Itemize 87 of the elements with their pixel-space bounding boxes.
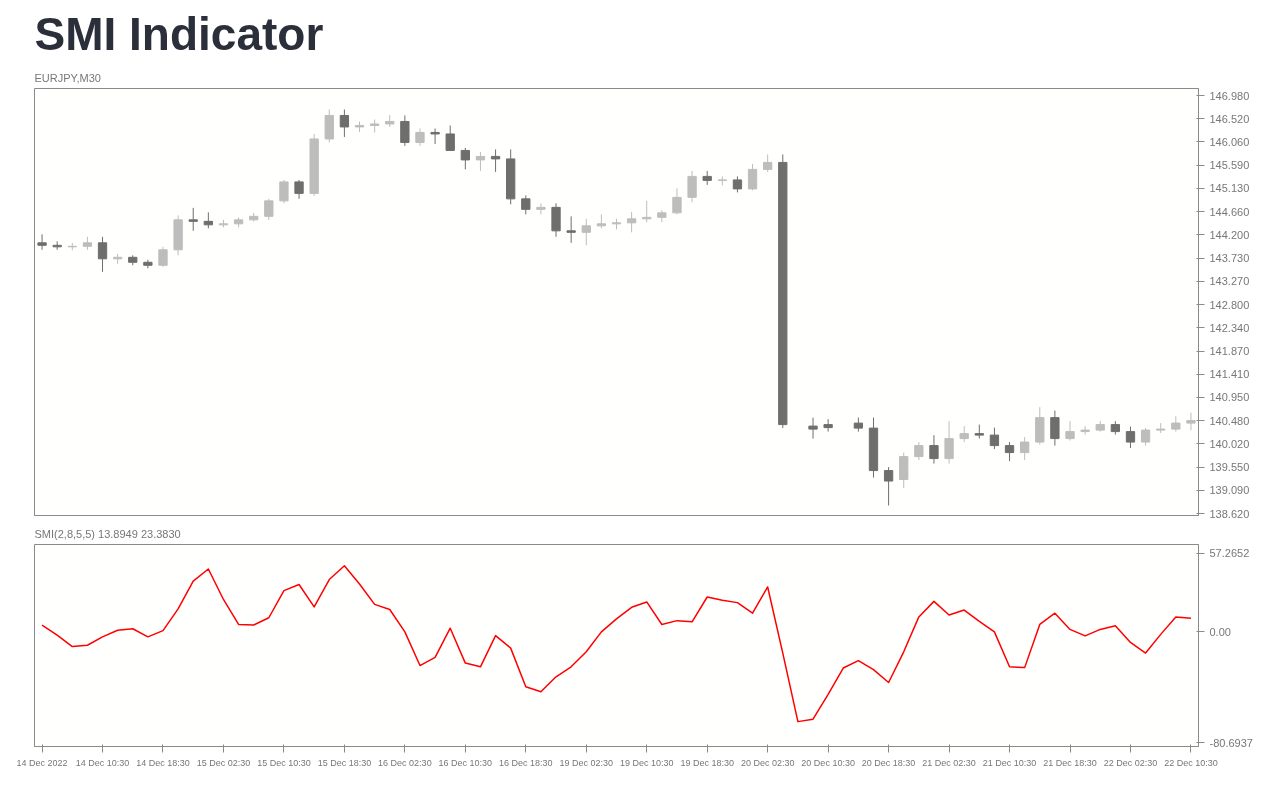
x-tick-label: 15 Dec 02:30 <box>196 757 251 768</box>
x-tick-label: 14 Dec 2022 <box>16 757 68 768</box>
candlestick <box>944 420 954 465</box>
y-tick-label: 140.020 <box>1209 437 1250 450</box>
x-tick-label: 21 Dec 18:30 <box>1043 757 1097 768</box>
y-tick-label: 146.060 <box>1209 135 1250 148</box>
candlestick <box>672 187 682 215</box>
candlestick <box>37 233 47 251</box>
candlestick <box>264 198 274 221</box>
x-tick-label: 14 Dec 18:30 <box>136 757 190 768</box>
candlestick <box>989 427 1000 450</box>
candlestick <box>551 202 561 238</box>
candlestick <box>143 259 153 269</box>
y-tick-label: 0.00 <box>1209 625 1231 638</box>
y-tick-label: 142.800 <box>1209 298 1250 311</box>
y-tick-label: 141.870 <box>1209 345 1250 358</box>
candlestick <box>1125 426 1136 449</box>
chart-subtitle: EURJPY,M30 <box>34 71 101 84</box>
candlestick <box>400 114 410 147</box>
candlestick <box>642 200 652 223</box>
candlestick <box>339 108 350 138</box>
y-tick-label: 57.2652 <box>1209 547 1250 560</box>
chart-title: SMI Indicator <box>34 7 324 60</box>
y-tick-label: 144.660 <box>1209 205 1250 218</box>
candlestick <box>823 418 833 433</box>
candlestick <box>158 246 168 268</box>
x-tick-label: 16 Dec 10:30 <box>438 757 493 768</box>
candlestick <box>883 466 894 507</box>
y-tick-label: -80.6937 <box>1209 736 1253 749</box>
candlestick <box>657 209 667 223</box>
x-tick-label: 22 Dec 02:30 <box>1103 757 1158 768</box>
x-tick-label: 21 Dec 02:30 <box>922 757 976 768</box>
candlestick <box>97 236 108 273</box>
candlestick <box>1186 412 1196 431</box>
candlestick <box>899 452 909 489</box>
chart-title: SMI(2,8,5,5) 13.8949 23.3830 <box>34 527 181 540</box>
y-tick-label: 140.480 <box>1209 414 1250 427</box>
line-series <box>41 565 1192 723</box>
candlestick <box>687 170 697 203</box>
y-tick-label: 144.200 <box>1209 228 1250 241</box>
x-tick-label: 20 Dec 02:30 <box>740 757 795 768</box>
candlestick <box>294 179 304 200</box>
y-tick-label: 139.550 <box>1209 461 1250 474</box>
x-tick-label: 20 Dec 18:30 <box>861 757 916 768</box>
y-tick-label: 140.950 <box>1209 391 1250 404</box>
x-tick-label: 16 Dec 02:30 <box>378 757 432 768</box>
x-tick-label: 14 Dec 10:30 <box>75 757 130 768</box>
candlestick <box>1004 441 1015 462</box>
candlestick <box>929 434 939 465</box>
candlestick <box>1020 436 1030 461</box>
y-tick-label: 146.520 <box>1209 112 1250 125</box>
candlestick <box>536 202 546 215</box>
y-tick-label: 138.620 <box>1209 507 1250 520</box>
candlestick <box>1065 420 1075 442</box>
candlestick <box>808 417 818 440</box>
candlestick <box>1050 410 1060 447</box>
x-tick-label: 19 Dec 18:30 <box>680 757 734 768</box>
candlestick <box>581 218 591 246</box>
y-tick-label: 145.130 <box>1209 182 1250 195</box>
candlestick <box>475 151 486 172</box>
candlestick <box>460 147 470 170</box>
y-tick-label: 145.590 <box>1209 159 1250 172</box>
x-tick-label: 15 Dec 10:30 <box>257 757 311 768</box>
y-tick-label: 141.410 <box>1209 368 1250 381</box>
x-tick-label: 16 Dec 18:30 <box>499 757 553 768</box>
x-tick-label: 21 Dec 10:30 <box>982 757 1037 768</box>
candlestick <box>566 215 576 244</box>
candlestick <box>430 127 440 145</box>
y-tick-label: 143.730 <box>1209 252 1250 265</box>
y-tick-label: 139.090 <box>1209 484 1250 497</box>
candlestick <box>490 148 501 173</box>
candlestick <box>747 163 758 191</box>
candlestick <box>521 194 531 215</box>
y-tick-label: 143.270 <box>1209 275 1250 288</box>
x-tick-label: 22 Dec 10:30 <box>1164 757 1218 768</box>
candlestick <box>188 207 198 232</box>
y-tick-label: 146.980 <box>1209 89 1250 102</box>
candlestick <box>626 211 637 233</box>
x-tick-label: 20 Dec 10:30 <box>801 757 855 768</box>
candlestick <box>324 108 334 143</box>
y-tick-label: 142.340 <box>1209 321 1250 334</box>
x-tick-label: 19 Dec 10:30 <box>619 757 674 768</box>
candlestick <box>279 179 289 204</box>
candlestick <box>445 124 455 152</box>
x-tick-label: 19 Dec 02:30 <box>559 757 614 768</box>
candlestick <box>1080 425 1090 436</box>
x-tick-label: 15 Dec 18:30 <box>317 757 372 768</box>
